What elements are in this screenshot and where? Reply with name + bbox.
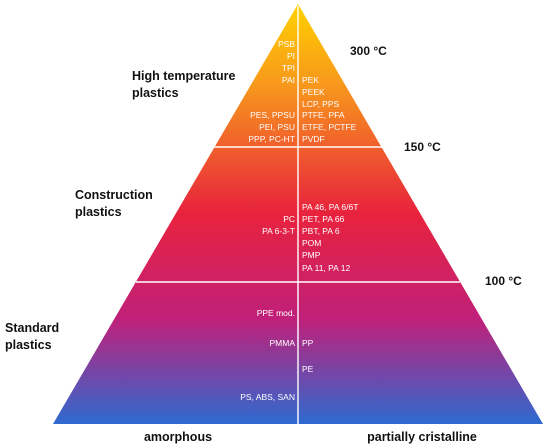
polymer-label: PP (302, 338, 314, 348)
polymer-label: PA 46, PA 6/6T (302, 202, 358, 212)
polymer-label: PEEK (302, 87, 325, 97)
category-standard-line2: plastics (5, 338, 52, 352)
polymer-label: PES, PPSU (250, 110, 295, 120)
standard-amorphous-list: PPE mod. PMMA PS, ABS, SAN (240, 308, 295, 402)
polymer-label: LCP, PPS (302, 99, 340, 109)
partially-cristalline-label: partially cristalline (367, 430, 477, 444)
category-high-line2: plastics (132, 86, 179, 100)
category-construction-line2: plastics (75, 205, 122, 219)
polymer-label: PET, PA 66 (302, 214, 345, 224)
standard-crystalline-list: PP PE (302, 338, 314, 374)
polymer-label: PTFE, PFA (302, 110, 345, 120)
polymer-label: PVDF (302, 134, 325, 144)
polymer-label: PA 6-3-T (262, 226, 295, 236)
polymer-label: PA 11, PA 12 (302, 263, 350, 273)
polymer-label: PMMA (270, 338, 296, 348)
polymer-label: PI (287, 51, 295, 61)
polymer-label: PS, ABS, SAN (240, 392, 295, 402)
temp-100-label: 100 °C (485, 274, 522, 288)
high-crystalline-list: PEK PEEK LCP, PPS PTFE, PFA ETFE, PCTFE … (302, 75, 357, 144)
amorphous-label: amorphous (144, 430, 212, 444)
temp-150-label: 150 °C (404, 140, 441, 154)
polymer-label: PPE mod. (257, 308, 295, 318)
construction-crystalline-list: PA 46, PA 6/6T PET, PA 66 PBT, PA 6 POM … (302, 202, 358, 273)
polymer-label: PC (283, 214, 295, 224)
polymer-label: PPP, PC-HT (248, 134, 295, 144)
category-high-line1: High temperature (132, 69, 236, 83)
polymer-label: PE (302, 364, 314, 374)
category-construction-line1: Construction (75, 188, 153, 202)
polymer-label: PEI, PSU (259, 122, 295, 132)
polymer-label: PEK (302, 75, 319, 85)
polymer-label: ETFE, PCTFE (302, 122, 357, 132)
temp-300-label: 300 °C (350, 44, 387, 58)
polymer-label: PBT, PA 6 (302, 226, 340, 236)
polymer-label: PAI (282, 75, 295, 85)
high-amorphous-list: PSB PI TPI PAI PES, PPSU PEI, PSU PPP, P… (248, 39, 295, 144)
construction-amorphous-list: PC PA 6-3-T (262, 214, 295, 236)
category-standard-line1: Standard (5, 321, 59, 335)
polymer-label: TPI (282, 63, 295, 73)
polymer-label: POM (302, 238, 321, 248)
polymer-label: PMP (302, 250, 321, 260)
polymer-label: PSB (278, 39, 295, 49)
